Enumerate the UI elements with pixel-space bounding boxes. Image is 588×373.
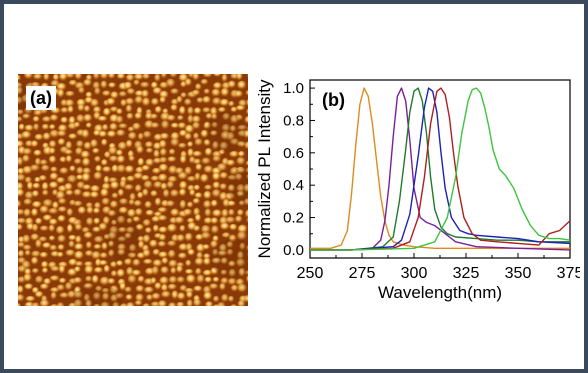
afm-image-panel: (a) 100nm xyxy=(18,74,248,306)
x-tick-label: 350 xyxy=(505,265,532,282)
y-axis-label: Normalized PL Intensity xyxy=(255,79,274,258)
y-tick-label: 0.6 xyxy=(283,145,304,162)
afm-image xyxy=(18,74,248,306)
x-tick-label: 250 xyxy=(297,265,324,282)
y-tick-label: 0.8 xyxy=(283,112,304,129)
y-tick-label: 0.0 xyxy=(283,242,304,259)
pl-chart-svg: 250 275 300 325 350 375 0.0 0.2 0.4 0.6 0.8 1.0 Wave… xyxy=(255,79,580,302)
x-tick-label: 325 xyxy=(453,265,480,282)
panel-b-label: (b) xyxy=(322,90,345,110)
series-line-4 xyxy=(310,87,571,251)
y-tick-label: 0.4 xyxy=(283,177,304,194)
series-line-2 xyxy=(310,87,571,251)
series-line-6 xyxy=(310,87,571,251)
series-line-5 xyxy=(310,87,571,251)
pl-spectra-chart: 250 275 300 325 350 375 0.0 0.2 0.4 0.6 0.8 1.0 Wave… xyxy=(250,70,580,330)
y-tick-label: 1.0 xyxy=(283,80,304,97)
x-axis-label: Wavelength(nm) xyxy=(378,283,502,302)
x-tick-label: 300 xyxy=(401,265,428,282)
panel-a-label: (a) xyxy=(26,86,56,110)
y-tick-label: 0.2 xyxy=(283,210,304,227)
series-line-1 xyxy=(310,87,570,250)
x-tick-label: 375 xyxy=(557,265,580,282)
x-tick-label: 275 xyxy=(349,265,376,282)
series-line-3 xyxy=(310,87,570,251)
